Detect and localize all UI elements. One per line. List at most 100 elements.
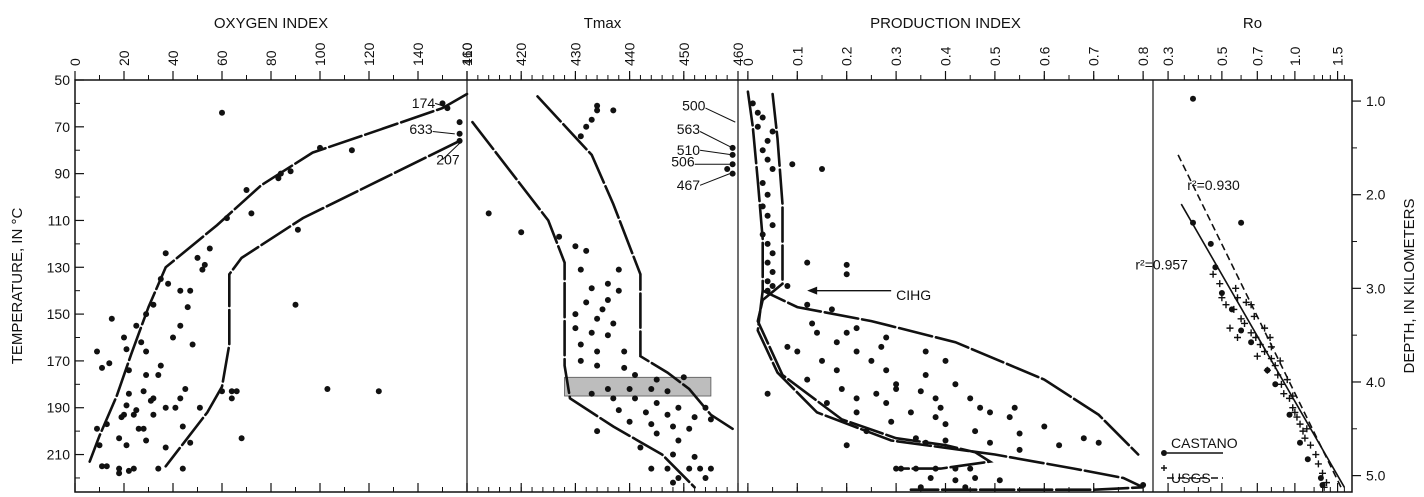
- data-point: [375, 388, 382, 395]
- data-point: [769, 250, 776, 257]
- data-point: [804, 301, 811, 308]
- cross-point: [1307, 441, 1315, 449]
- data-point: [653, 430, 660, 437]
- data-point: [610, 395, 617, 402]
- panel-oxygen: OXYGEN INDEX 0 20 40 60 80 100 120 140 160 174 6332…: [67, 15, 475, 492]
- data-point: [769, 128, 776, 135]
- data-point: [670, 479, 676, 486]
- y-axis-label: TEMPERATURE, IN °C: [9, 208, 26, 365]
- data-point: [187, 439, 194, 446]
- data-point: [583, 247, 590, 254]
- data-point: [1304, 456, 1311, 463]
- data-point: [162, 404, 169, 411]
- cross-point: [1267, 343, 1275, 351]
- annotation-label: 500: [682, 97, 706, 113]
- leader-line: [699, 173, 731, 186]
- cross-point: [1274, 371, 1282, 379]
- data-point: [1190, 95, 1196, 102]
- data-point: [604, 386, 611, 392]
- data-point: [130, 411, 137, 418]
- cross-point: [1312, 451, 1320, 459]
- data-point: [1272, 381, 1279, 388]
- data-point: [883, 367, 890, 374]
- cross-point: [1293, 413, 1301, 421]
- cross-point: [1209, 270, 1217, 278]
- data-point: [764, 287, 771, 294]
- x-tick-label: 0.8: [1135, 46, 1151, 66]
- data-point: [794, 348, 801, 355]
- cross-point: [1263, 366, 1271, 374]
- data-point: [604, 297, 611, 303]
- data-point: [1016, 430, 1023, 437]
- data-point: [637, 444, 644, 451]
- x-tick-label: 0: [67, 58, 83, 66]
- x-tick-label: 1.5: [1330, 46, 1346, 66]
- cross-point: [1230, 305, 1238, 313]
- data-point: [103, 421, 110, 428]
- data-point: [348, 147, 355, 154]
- data-point: [632, 395, 638, 402]
- data-point: [977, 404, 984, 411]
- data-point: [697, 465, 704, 472]
- data-point: [922, 372, 929, 378]
- data-point: [615, 287, 622, 294]
- cross-point: [1256, 341, 1264, 349]
- data-point: [572, 325, 579, 332]
- data-point: [150, 411, 157, 418]
- x-tick-label: 0: [740, 58, 756, 66]
- data-point: [653, 400, 660, 406]
- data-point: [172, 404, 179, 411]
- cross-point: [1320, 483, 1328, 491]
- data-point: [577, 341, 584, 348]
- data-point: [143, 372, 150, 378]
- data-point: [729, 161, 736, 168]
- data-point: [123, 346, 130, 353]
- data-point: [223, 215, 230, 222]
- data-point: [577, 266, 584, 273]
- envelope-curve: [756, 92, 994, 470]
- data-point: [228, 395, 235, 402]
- data-point: [556, 233, 563, 240]
- data-point: [932, 395, 939, 402]
- cross-point: [1280, 390, 1288, 398]
- data-point: [648, 386, 655, 392]
- data-point: [764, 259, 771, 266]
- cross-point: [1234, 334, 1242, 341]
- data-point: [675, 437, 682, 444]
- data-point: [853, 325, 860, 332]
- data-point: [182, 386, 189, 392]
- data-point: [878, 343, 885, 350]
- data-point: [604, 280, 611, 287]
- y-tick-label: 90: [54, 166, 70, 182]
- depth-axis-label: DEPTH, IN KILOMETERS: [1401, 198, 1418, 373]
- cross-point: [1234, 294, 1242, 302]
- data-point: [702, 404, 709, 411]
- data-point: [248, 210, 255, 217]
- legend-label-castano: CASTANO: [1171, 435, 1238, 451]
- x-tick-label: 0.7: [1249, 46, 1265, 66]
- y-tick-label: 190: [47, 400, 71, 416]
- data-point: [987, 409, 993, 416]
- x-tick-label: 410: [459, 42, 475, 66]
- data-point: [853, 409, 860, 416]
- data-point: [456, 130, 463, 137]
- data-point: [184, 304, 191, 311]
- data-point: [138, 339, 145, 346]
- cross-point: [1216, 280, 1224, 288]
- data-point: [664, 411, 671, 418]
- data-point: [133, 322, 140, 329]
- data-point: [1080, 435, 1087, 442]
- data-point: [99, 463, 105, 470]
- data-point: [749, 100, 756, 107]
- data-point: [843, 271, 850, 278]
- data-point: [819, 357, 825, 364]
- annotation-label: r²=0.930: [1187, 177, 1240, 193]
- data-point: [670, 423, 676, 430]
- x-tick-label: 160: [459, 42, 475, 66]
- data-point: [189, 341, 196, 348]
- data-point: [784, 283, 791, 289]
- data-point: [729, 170, 736, 177]
- data-point: [833, 339, 840, 346]
- data-point: [664, 388, 671, 395]
